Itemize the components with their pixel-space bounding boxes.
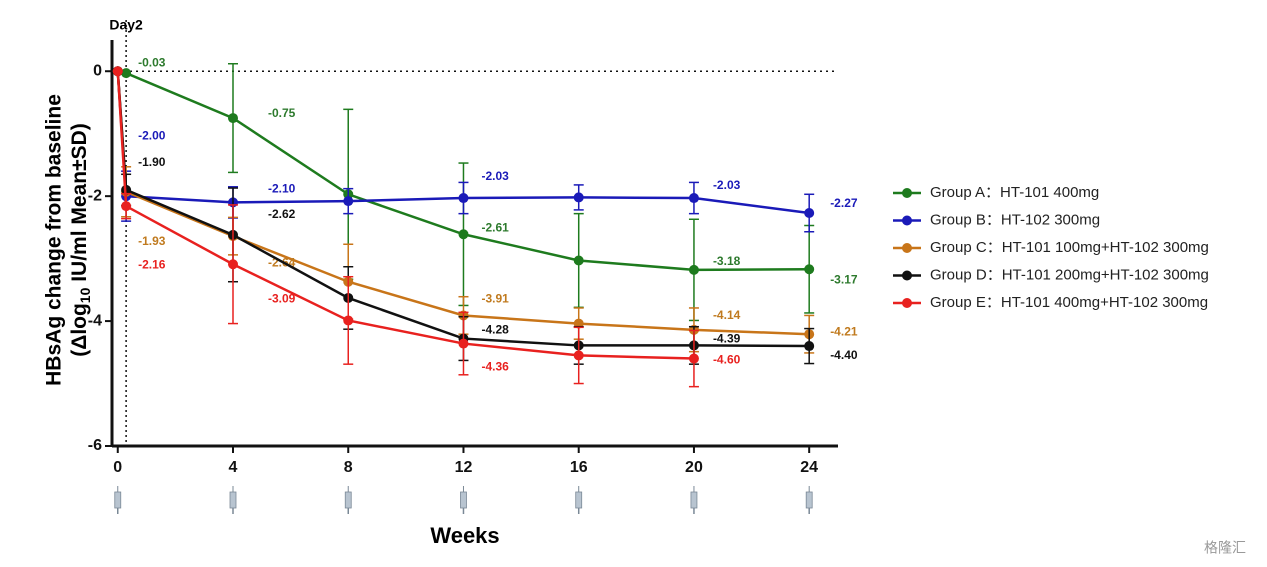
data-point [121, 68, 132, 79]
syringe-body [114, 491, 122, 509]
data-point [458, 229, 469, 240]
y-axis-label-sub: 10 [77, 287, 93, 303]
x-tick-label: 20 [685, 459, 703, 476]
syringe-body [690, 491, 698, 509]
x-tick-label: 24 [800, 459, 818, 476]
syringe-icon [805, 486, 813, 514]
data-label: -2.03 [713, 178, 741, 192]
legend-marker [902, 188, 912, 198]
data-label: -2.27 [830, 196, 858, 210]
y-axis-label: (Δlog10 IU/ml Mean±SD) [68, 123, 93, 357]
legend-marker [902, 298, 912, 308]
y-tick-label: 0 [93, 62, 102, 79]
data-label: -2.62 [268, 207, 296, 221]
annotation: Day2 [109, 17, 143, 33]
data-point [688, 353, 699, 364]
x-tick-label: 8 [344, 459, 353, 476]
data-label: -0.75 [268, 106, 296, 120]
data-label: -4.21 [830, 324, 858, 338]
legend-marker [902, 215, 912, 226]
y-axis-label: HBsAg change from baseline [43, 94, 66, 386]
data-label: -0.03 [138, 55, 166, 69]
data-point [112, 66, 123, 77]
legend-label: Group B：HT-102 300mg [930, 211, 1100, 228]
syringe-icon [229, 486, 237, 514]
data-point [228, 259, 238, 270]
legend-marker [902, 270, 912, 281]
data-point [343, 196, 354, 207]
data-point [573, 255, 584, 266]
data-label: -4.14 [713, 308, 741, 322]
syringe-body [460, 491, 467, 509]
data-label: -2.16 [138, 257, 166, 271]
data-label: -2.03 [481, 169, 509, 183]
y-tick-label: -2 [88, 187, 102, 204]
syringe-body [344, 491, 352, 509]
syringe-body [805, 491, 813, 509]
data-point [458, 338, 469, 349]
syringe-icon [575, 486, 583, 514]
data-point [573, 350, 584, 361]
data-label: -4.36 [481, 360, 509, 374]
watermark: 格隆汇 [1204, 540, 1246, 556]
legend-label: Group E：HT-101 400mg+HT-102 300mg [930, 294, 1208, 311]
series-line [117, 70, 810, 272]
legend-label: Group C：HT-101 100mg+HT-102 300mg [930, 239, 1209, 256]
syringe-icon [690, 486, 698, 514]
data-point [573, 192, 584, 203]
data-label: -1.93 [138, 234, 166, 248]
y-tick-label: -6 [88, 437, 102, 454]
legend-marker [902, 243, 912, 253]
data-point [804, 208, 815, 219]
data-label: -2.61 [481, 220, 509, 234]
data-label: -4.28 [481, 323, 509, 337]
data-point [688, 264, 699, 275]
data-label: -3.09 [268, 291, 296, 305]
series-line [116, 71, 810, 348]
data-label: -1.90 [138, 155, 166, 169]
data-label: -3.18 [713, 254, 741, 268]
series-line [116, 71, 810, 336]
data-point [343, 315, 354, 326]
x-tick-label: 4 [229, 459, 238, 476]
legend-label: Group D：HT-101 200mg+HT-102 300mg [930, 266, 1209, 283]
syringe-body [229, 491, 237, 509]
data-point [688, 193, 699, 204]
data-label: -4.39 [713, 332, 741, 346]
syringe-icon [344, 486, 352, 514]
data-label: -4.60 [713, 353, 741, 367]
syringe-body [575, 491, 583, 509]
data-label: -3.17 [830, 272, 858, 286]
data-point [804, 341, 815, 352]
data-point [458, 193, 469, 204]
data-label: -3.91 [481, 292, 509, 306]
x-tick-label: 12 [455, 459, 473, 476]
syringe-icon [460, 486, 467, 514]
data-point [121, 201, 132, 212]
data-point [228, 113, 238, 124]
y-axis-label-part: IU/ml Mean±SD) [68, 123, 91, 287]
y-tick-label: -4 [88, 312, 102, 329]
legend-label: Group A：HT-101 400mg [930, 184, 1099, 201]
x-axis-label: Weeks [430, 523, 499, 548]
x-tick-label: 16 [570, 459, 588, 476]
data-label: -2.10 [268, 182, 296, 196]
data-label: -4.40 [830, 348, 858, 362]
y-axis-label-part: (Δlog [68, 303, 91, 357]
data-point [804, 264, 815, 275]
data-label: -2.00 [138, 128, 166, 142]
x-tick-label: 0 [113, 459, 122, 476]
syringe-icon [114, 486, 122, 514]
